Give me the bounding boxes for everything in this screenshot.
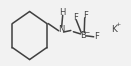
Text: −: − — [84, 29, 89, 34]
Text: N: N — [58, 25, 64, 34]
Text: F: F — [83, 11, 88, 20]
Text: F: F — [73, 13, 78, 22]
Text: K: K — [111, 25, 116, 34]
Text: H: H — [59, 8, 66, 17]
Text: F: F — [94, 32, 99, 41]
Text: +: + — [115, 22, 121, 27]
Text: B: B — [80, 31, 86, 40]
